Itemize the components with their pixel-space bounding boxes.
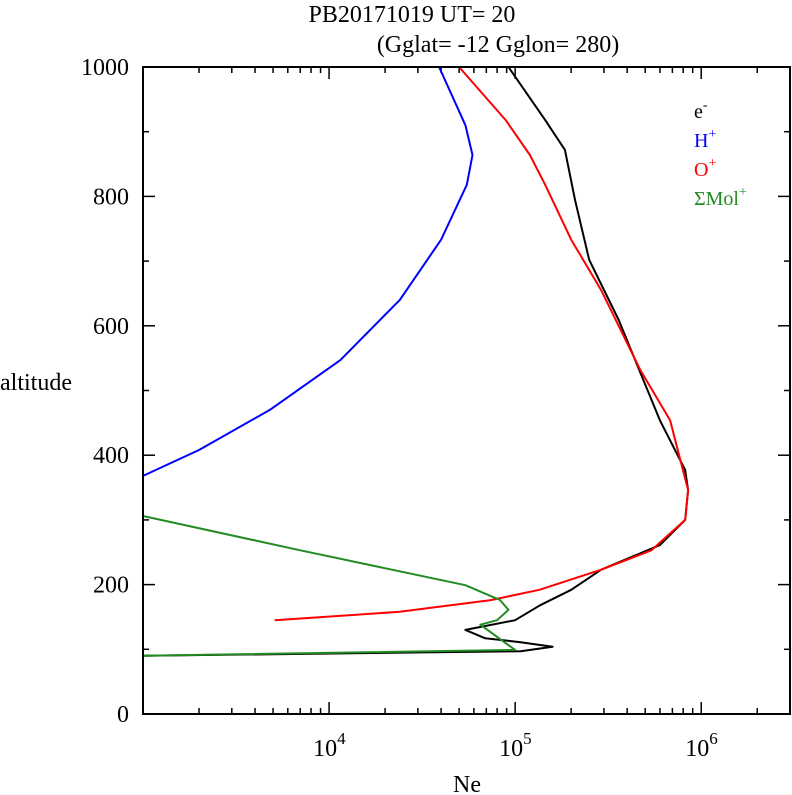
series-line-e bbox=[142, 66, 690, 657]
chart-title-line2: (Gglat= -12 Gglon= 280) bbox=[377, 32, 619, 58]
legend-entry: ΣMol+ bbox=[694, 185, 747, 210]
series-line-O bbox=[274, 66, 690, 622]
legend-entry: O+ bbox=[694, 156, 716, 181]
x-tick-label: 106 bbox=[685, 729, 718, 762]
y-tick-label: 800 bbox=[93, 184, 129, 210]
series-line-Mol bbox=[142, 515, 517, 657]
y-tick-label: 0 bbox=[117, 702, 129, 728]
y-tick-label: 600 bbox=[93, 314, 129, 340]
chart-title-line1: PB20171019 UT= 20 bbox=[309, 2, 516, 28]
x-axis-label: Ne bbox=[453, 772, 481, 795]
y-tick-label: 1000 bbox=[81, 55, 129, 81]
series-line-H bbox=[142, 66, 474, 477]
x-tick-label: 105 bbox=[499, 729, 532, 762]
x-tick-label: 104 bbox=[313, 729, 346, 762]
legend-entry: e- bbox=[694, 98, 708, 123]
y-axis-label: altitude bbox=[0, 370, 72, 396]
plot-frame bbox=[142, 66, 791, 715]
y-tick-label: 200 bbox=[93, 573, 129, 599]
legend-entry: H+ bbox=[694, 127, 716, 152]
y-tick-label: 400 bbox=[93, 443, 129, 469]
